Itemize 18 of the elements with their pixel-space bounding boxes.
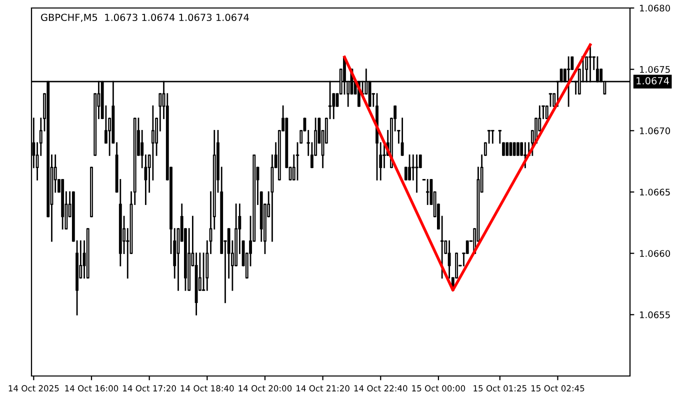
x-tick-label: 14 Oct 18:40 [180,385,234,392]
y-tick-label: 1.0680 [640,4,670,12]
x-tick-label: 14 Oct 21:20 [296,385,350,392]
y-tick-label: 1.0665 [640,188,670,196]
x-tick-label: 14 Oct 22:40 [354,385,408,392]
x-tick-label: 14 Oct 20:00 [238,385,292,392]
ref-line-label: 1.0674 [636,77,670,84]
x-tick-label: 15 Oct 02:45 [531,385,584,392]
text: GBPCHF,M5 1.0673 1.0674 1.0673 1.0674 [41,14,249,22]
x-tick-label: 14 Oct 2025 [8,385,59,392]
x-tick-label: 15 Oct 01:25 [474,385,526,392]
y-tick-label: 1.0660 [640,250,670,257]
y-tick-label: 1.0655 [640,311,670,318]
x-tick-label: 14 Oct 16:00 [65,385,118,392]
y-tick-label: 1.0670 [640,127,670,134]
x-tick-label: 15 Oct 00:00 [412,385,466,392]
x-tick-label: 14 Oct 17:20 [123,385,176,392]
y-tick-label: 1.0675 [640,66,670,73]
